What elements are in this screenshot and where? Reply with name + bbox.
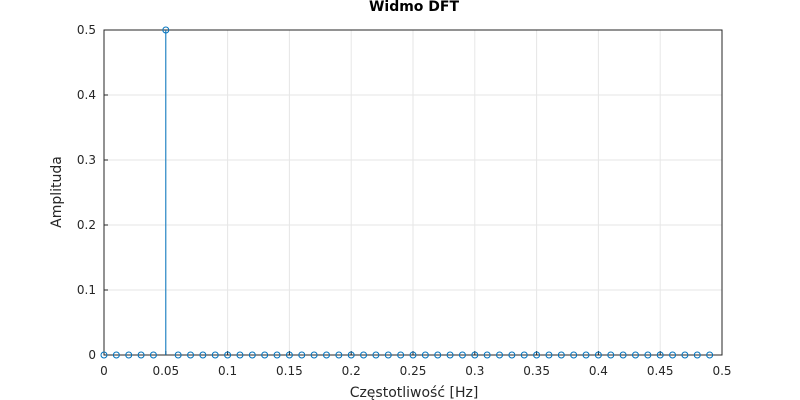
- stem-marker: [273, 351, 281, 359]
- stem-marker: [310, 351, 318, 359]
- stem-marker: [125, 351, 133, 359]
- x-tick-label: 0.3: [465, 364, 484, 378]
- stem-marker: [421, 351, 429, 359]
- x-tick-label: 0.45: [647, 364, 674, 378]
- stem-marker: [261, 351, 269, 359]
- stem-marker: [669, 351, 677, 359]
- x-tick-label: 0.1: [218, 364, 237, 378]
- stem-marker: [384, 351, 392, 359]
- stem-marker: [360, 351, 368, 359]
- y-axis-ticks: 0 0.1 0.2 0.3 0.4 0.5: [77, 23, 108, 362]
- stem-marker: [137, 351, 145, 359]
- y-tick-label: 0.2: [77, 218, 96, 232]
- stem-marker: [545, 351, 553, 359]
- grid: [103, 29, 723, 356]
- stem-marker: [199, 351, 207, 359]
- y-tick-label: 0: [88, 348, 96, 362]
- stem-marker: [471, 351, 479, 359]
- stem-marker: [533, 351, 541, 359]
- stem-marker: [174, 351, 182, 359]
- stem-series: [100, 26, 714, 359]
- chart-title: Widmo DFT: [369, 0, 460, 15]
- stem-marker: [594, 351, 602, 359]
- stem-marker: [483, 351, 491, 359]
- stem-marker: [496, 351, 504, 359]
- stem-marker: [162, 26, 170, 34]
- stem-marker: [656, 351, 664, 359]
- stem-marker: [372, 351, 380, 359]
- x-axis-label: Częstotliwość [Hz]: [350, 385, 479, 400]
- stem-marker: [149, 351, 157, 359]
- y-tick-label: 0.5: [77, 23, 96, 37]
- stem-marker: [520, 351, 528, 359]
- stem-marker: [631, 351, 639, 359]
- stem-marker: [557, 351, 565, 359]
- stem-marker: [681, 351, 689, 359]
- stem-marker: [582, 351, 590, 359]
- stem-marker: [187, 351, 195, 359]
- stem-marker: [285, 351, 293, 359]
- stem-marker: [446, 351, 454, 359]
- stem-marker: [224, 351, 232, 359]
- stem-marker: [693, 351, 701, 359]
- x-tick-label: 0.35: [523, 364, 550, 378]
- y-tick-label: 0.3: [77, 153, 96, 167]
- stem-marker: [434, 351, 442, 359]
- stem-marker: [570, 351, 578, 359]
- x-tick-label: 0.4: [589, 364, 608, 378]
- y-tick-label: 0.1: [77, 283, 96, 297]
- stem-marker: [706, 351, 714, 359]
- stem-marker: [236, 351, 244, 359]
- stem-marker: [644, 351, 652, 359]
- x-tick-label: 0.5: [712, 364, 731, 378]
- stem-marker: [508, 351, 516, 359]
- x-tick-label: 0.2: [342, 364, 361, 378]
- x-axis-ticks: 0 0.05 0.1 0.15 0.2 0.25 0.3 0.35 0.4 0.45 0.5: [100, 351, 732, 378]
- x-tick-label: 0.15: [276, 364, 303, 378]
- stem-marker: [112, 351, 120, 359]
- stem-marker: [211, 351, 219, 359]
- stem-marker: [322, 351, 330, 359]
- stem-marker: [607, 351, 615, 359]
- stem-marker: [397, 351, 405, 359]
- x-tick-label: 0.25: [400, 364, 427, 378]
- x-tick-label: 0.05: [152, 364, 179, 378]
- x-tick-label: 0: [100, 364, 108, 378]
- stem-marker: [409, 351, 417, 359]
- stem-marker: [335, 351, 343, 359]
- stem-marker: [347, 351, 355, 359]
- stem-marker: [100, 351, 108, 359]
- stem-marker: [298, 351, 306, 359]
- y-axis-label: Amplituda: [49, 156, 65, 228]
- stem-marker: [248, 351, 256, 359]
- stem-marker: [619, 351, 627, 359]
- stem-marker: [458, 351, 466, 359]
- y-tick-label: 0.4: [77, 88, 96, 102]
